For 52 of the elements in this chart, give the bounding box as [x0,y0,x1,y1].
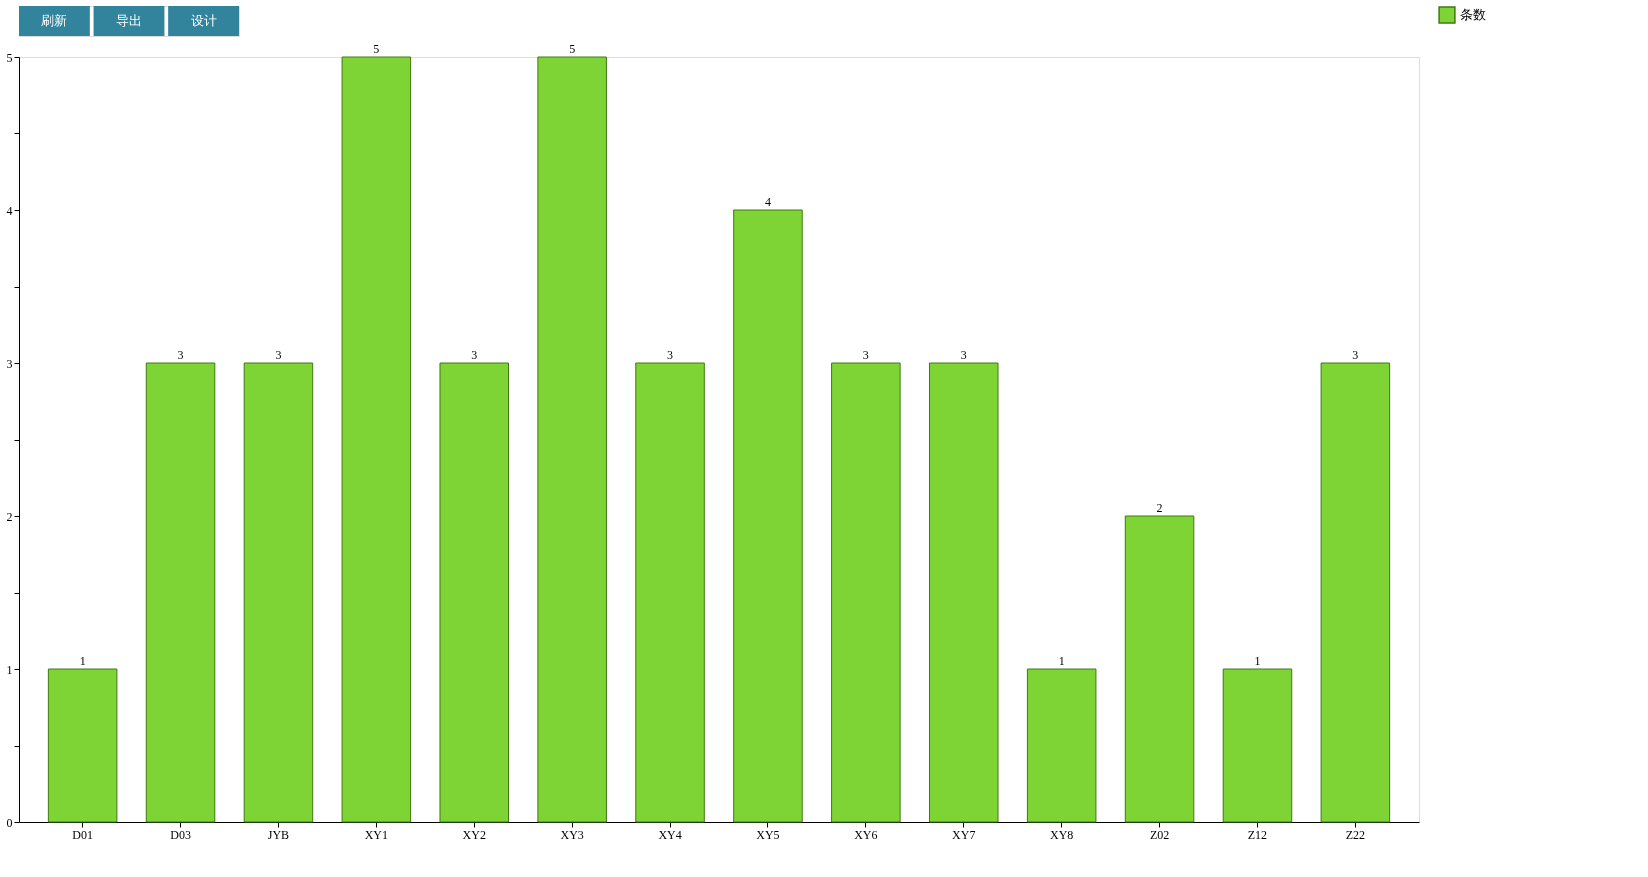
x-tick-label: XY5 [756,827,780,842]
y-tick-label: 1 [6,662,13,677]
y-tick-label: 3 [6,356,13,371]
bar [145,362,216,823]
y-tick-label: 0 [6,815,13,830]
x-tick-label: D03 [170,827,191,842]
x-tick-label: Z02 [1149,827,1170,842]
data-label: 3 [275,348,282,362]
bar [635,362,705,823]
bar [1124,515,1195,823]
data-label: 5 [373,42,380,56]
bar [341,56,412,823]
data-label: 1 [1254,654,1261,668]
text: 刷新 [41,13,68,28]
data-label: 3 [862,348,869,362]
data-label: 3 [667,348,674,362]
text: 导出 [116,13,142,28]
x-tick-label: XY8 [1049,827,1074,842]
bar [1026,668,1097,823]
y-tick-label: 5 [6,50,13,65]
x-tick-label: Z22 [1345,827,1366,842]
x-tick-label: XY4 [658,827,682,842]
data-label: 1 [1058,654,1065,668]
y-tick-label: 4 [6,203,13,218]
x-tick-label: XY7 [952,827,976,842]
bar [1320,362,1391,823]
x-tick-label: D01 [72,827,93,842]
bar [537,56,607,823]
x-tick-label: JYB [267,827,290,842]
data-label: 3 [1352,348,1359,362]
bar [47,668,118,823]
data-label: 3 [960,348,967,362]
legend-label: 条数 [1460,7,1486,22]
data-label: 1 [79,654,86,668]
data-label: 2 [1156,501,1163,515]
x-tick-label: XY1 [364,827,389,842]
bar [733,209,803,823]
data-label: 3 [471,348,478,362]
bar [439,362,510,823]
bar [831,362,901,823]
x-tick-label: Z12 [1247,827,1268,842]
y-tick-label: 2 [6,509,13,524]
bar [928,362,999,823]
data-label: 5 [569,42,576,56]
x-tick-label: XY2 [462,827,486,842]
bar [1222,668,1293,823]
text: 设计 [190,13,217,28]
bar [243,362,314,823]
x-tick-label: XY6 [854,827,878,842]
data-label: 3 [177,348,184,362]
data-label: 4 [764,195,771,209]
x-tick-label: XY3 [560,827,584,842]
